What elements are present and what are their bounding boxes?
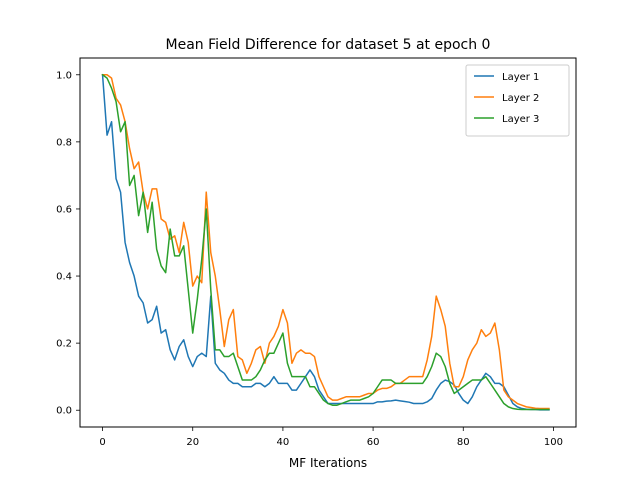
y-tick-label: 0.6 xyxy=(56,204,72,215)
legend: Layer 1 Layer 2 Layer 3 xyxy=(466,65,569,136)
x-tick-label: 0 xyxy=(99,437,105,448)
x-tick-label: 100 xyxy=(544,437,563,448)
legend-label-layer-3: Layer 3 xyxy=(502,114,539,125)
x-tick-label: 80 xyxy=(457,437,470,448)
x-tick-label: 20 xyxy=(186,437,199,448)
x-tick-label: 60 xyxy=(367,437,380,448)
y-tick-label: 0.2 xyxy=(56,339,72,350)
chart-title: Mean Field Difference for dataset 5 at e… xyxy=(166,37,491,53)
y-tick-label: 0.0 xyxy=(56,406,72,417)
x-tick-label: 40 xyxy=(277,437,290,448)
legend-label-layer-2: Layer 2 xyxy=(502,93,539,104)
x-axis-label: MF Iterations xyxy=(289,456,367,470)
legend-label-layer-1: Layer 1 xyxy=(502,72,539,83)
y-tick-label: 1.0 xyxy=(56,70,72,81)
y-tick-label: 0.8 xyxy=(56,137,72,148)
y-tick-label: 0.4 xyxy=(56,272,72,283)
